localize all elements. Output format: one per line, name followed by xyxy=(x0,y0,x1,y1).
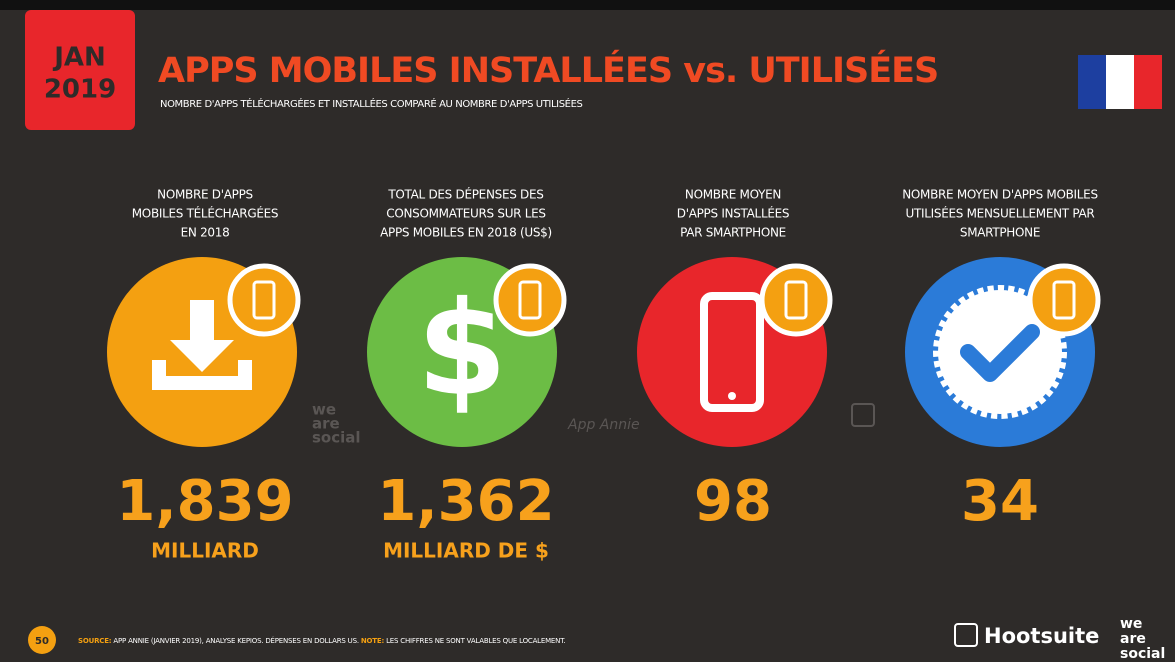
page-badge xyxy=(28,626,56,654)
watermark: App Annie xyxy=(567,417,640,433)
card-label: NOMBRE D'APPS xyxy=(157,188,253,202)
card-unit: MILLIARD DE $ xyxy=(383,539,549,563)
card-label: CONSOMMATEURS SUR LES xyxy=(386,207,545,221)
note-label: NOTE: xyxy=(361,637,385,645)
source: APP ANNIE (JANVIER 2019), ANALYSE KEPIOS… xyxy=(113,636,358,645)
note: LES CHIFFRES NE SONT VALABLES QUE LOCALE… xyxy=(386,637,565,645)
brand2: are xyxy=(1120,631,1146,647)
watermark: are xyxy=(312,415,340,433)
card-unit: MILLIARD xyxy=(151,539,259,563)
card-label: EN 2018 xyxy=(181,226,230,240)
card-labels: NOMBRE D'APPS MOBILES TÉLÉCHARGÉES EN 20… xyxy=(132,187,1098,240)
card-label: TOTAL DES DÉPENSES DES xyxy=(387,187,543,202)
flag xyxy=(1078,55,1162,109)
watermark: social xyxy=(312,429,361,447)
date-year: 2019 xyxy=(44,75,116,105)
brand: Hootsuite xyxy=(984,624,1099,648)
top-strip xyxy=(0,0,1175,10)
page-number: 50 xyxy=(35,636,49,647)
card-label: PAR SMARTPHONE xyxy=(680,226,786,240)
card-label: MOBILES TÉLÉCHARGÉES xyxy=(132,206,278,221)
hootsuite-owl xyxy=(954,623,978,647)
svg-text:$: $ xyxy=(417,273,507,425)
card-label: NOMBRE MOYEN D'APPS MOBILES xyxy=(902,188,1098,202)
watermark-owl xyxy=(851,403,875,427)
date-month: JAN xyxy=(52,43,106,73)
footnote: SOURCE: APP ANNIE (JANVIER 2019), ANALYS… xyxy=(78,636,565,645)
date-badge xyxy=(25,10,135,130)
subtitle: NOMBRE D'APPS TÉLÉCHARGÉES ET INSTALLÉES… xyxy=(160,97,582,110)
card-value: 1,839 xyxy=(116,469,293,534)
watermark: we xyxy=(312,401,336,419)
brand2: we xyxy=(1120,616,1142,632)
card-label: SMARTPHONE xyxy=(960,226,1040,240)
card-label: UTILISÉES MENSUELLEMENT PAR xyxy=(906,206,1095,221)
source-label: SOURCE: xyxy=(78,637,112,645)
card-value: 98 xyxy=(694,469,772,534)
card-value: 34 xyxy=(961,469,1039,534)
card-label: APPS MOBILES EN 2018 (US$) xyxy=(380,226,552,240)
card-label: NOMBRE MOYEN xyxy=(685,188,781,202)
title: APPS MOBILES INSTALLÉES vs. UTILISÉES xyxy=(158,49,938,91)
brand2: social xyxy=(1120,646,1165,662)
phone-badges xyxy=(227,263,1101,337)
card-label: D'APPS INSTALLÉES xyxy=(677,206,789,221)
card-value: 1,362 xyxy=(377,469,554,534)
